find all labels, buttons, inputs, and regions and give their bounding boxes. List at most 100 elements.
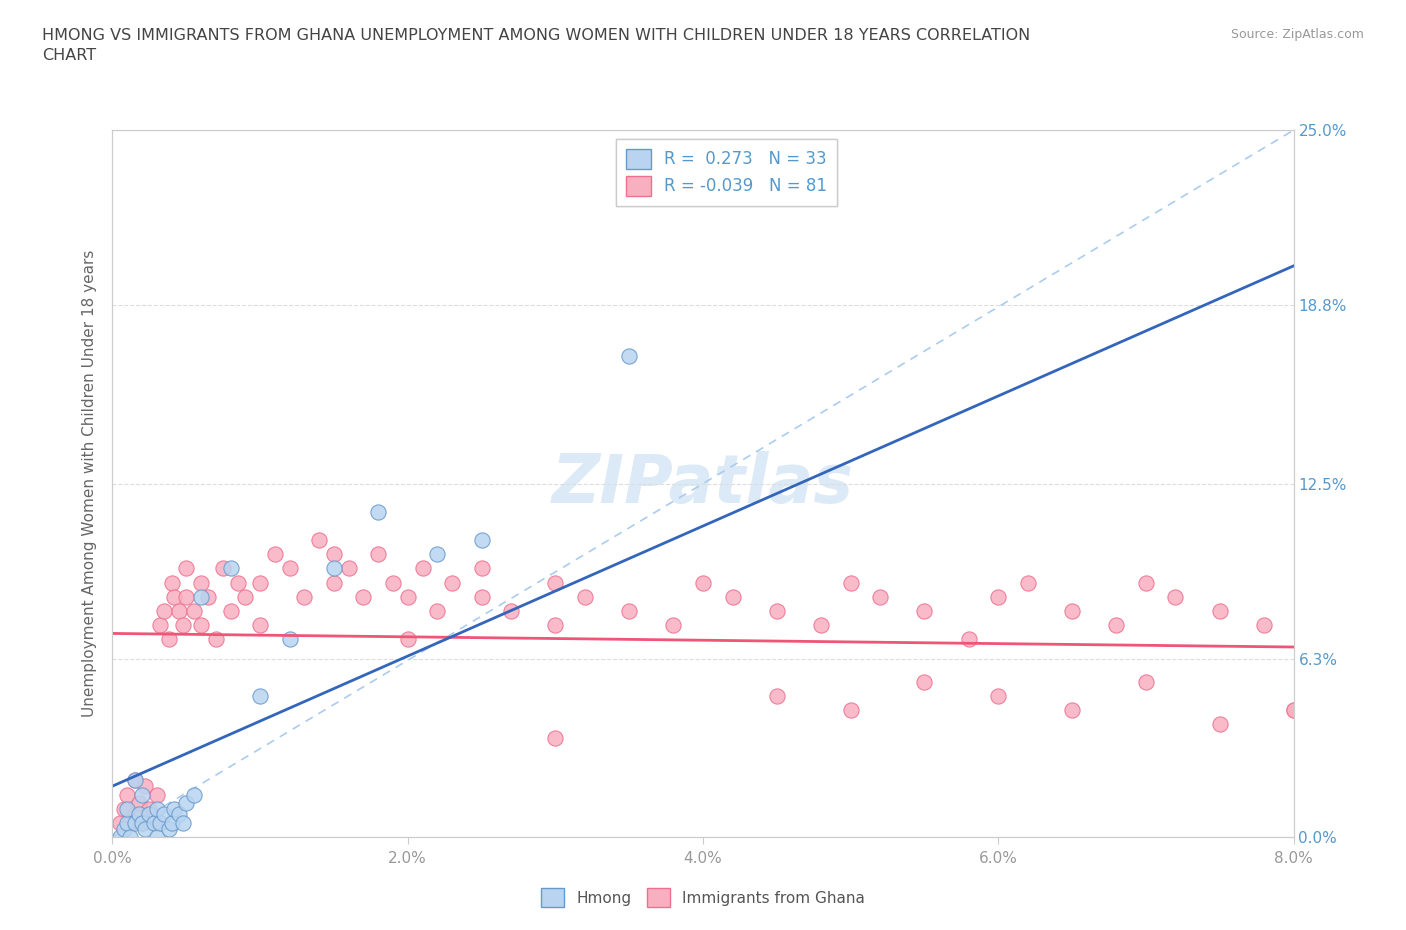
Point — [153, 807, 176, 822]
Point — [153, 604, 176, 618]
Point — [142, 816, 165, 830]
Point — [183, 787, 205, 802]
Point — [426, 547, 449, 562]
Point — [163, 590, 186, 604]
Point — [174, 561, 197, 576]
Point — [1208, 604, 1232, 618]
Point — [869, 590, 891, 604]
Point — [544, 731, 567, 746]
Point — [249, 575, 271, 590]
Point — [112, 821, 135, 836]
Point — [117, 787, 138, 802]
Point — [323, 575, 346, 590]
Point — [381, 575, 405, 590]
Point — [1135, 575, 1157, 590]
Point — [412, 561, 434, 576]
Point — [174, 590, 197, 604]
Point — [212, 561, 235, 576]
Point — [131, 816, 153, 830]
Point — [367, 547, 389, 562]
Point — [128, 796, 150, 811]
Point — [1062, 702, 1084, 717]
Point — [1208, 716, 1232, 731]
Point — [120, 816, 142, 830]
Point — [426, 604, 449, 618]
Point — [163, 802, 186, 817]
Point — [197, 590, 219, 604]
Point — [619, 349, 641, 364]
Point — [233, 590, 256, 604]
Point — [839, 575, 862, 590]
Point — [226, 575, 249, 590]
Point — [131, 816, 153, 830]
Point — [839, 702, 862, 717]
Point — [124, 773, 146, 788]
Point — [134, 778, 156, 793]
Point — [219, 604, 242, 618]
Point — [167, 604, 190, 618]
Point — [112, 802, 135, 817]
Point — [1062, 604, 1084, 618]
Point — [190, 590, 212, 604]
Point — [117, 802, 138, 817]
Point — [914, 674, 936, 689]
Point — [396, 631, 419, 646]
Point — [1017, 575, 1039, 590]
Point — [142, 816, 165, 830]
Point — [249, 688, 271, 703]
Text: ZIPatlas: ZIPatlas — [553, 451, 853, 516]
Point — [470, 561, 494, 576]
Point — [766, 688, 789, 703]
Point — [957, 631, 980, 646]
Point — [323, 547, 346, 562]
Point — [470, 533, 494, 548]
Point — [124, 816, 146, 830]
Point — [120, 830, 142, 844]
Point — [108, 816, 131, 830]
Point — [138, 802, 160, 817]
Point — [1282, 702, 1305, 717]
Point — [810, 618, 832, 632]
Point — [264, 547, 287, 562]
Point — [337, 561, 360, 576]
Point — [249, 618, 271, 632]
Point — [987, 590, 1010, 604]
Point — [128, 807, 150, 822]
Point — [1105, 618, 1128, 632]
Point — [292, 590, 315, 604]
Point — [124, 773, 146, 788]
Point — [766, 604, 789, 618]
Point — [721, 590, 744, 604]
Point — [172, 816, 194, 830]
Y-axis label: Unemployment Among Women with Children Under 18 years: Unemployment Among Women with Children U… — [82, 250, 97, 717]
Point — [278, 631, 301, 646]
Point — [574, 590, 596, 604]
Point — [662, 618, 685, 632]
Point — [619, 604, 641, 618]
Point — [108, 830, 131, 844]
Point — [183, 604, 205, 618]
Text: HMONG VS IMMIGRANTS FROM GHANA UNEMPLOYMENT AMONG WOMEN WITH CHILDREN UNDER 18 Y: HMONG VS IMMIGRANTS FROM GHANA UNEMPLOYM… — [42, 28, 1031, 62]
Point — [692, 575, 714, 590]
Point — [441, 575, 464, 590]
Point — [149, 618, 172, 632]
Point — [167, 807, 190, 822]
Point — [470, 590, 494, 604]
Point — [501, 604, 523, 618]
Point — [117, 816, 138, 830]
Point — [149, 816, 172, 830]
Point — [1253, 618, 1275, 632]
Point — [146, 787, 169, 802]
Legend: Hmong, Immigrants from Ghana: Hmong, Immigrants from Ghana — [536, 883, 870, 913]
Point — [219, 561, 242, 576]
Point — [367, 504, 389, 519]
Point — [138, 807, 160, 822]
Point — [134, 821, 156, 836]
Point — [124, 807, 146, 822]
Point — [1164, 590, 1187, 604]
Point — [146, 830, 169, 844]
Point — [190, 618, 212, 632]
Point — [190, 575, 212, 590]
Point — [396, 590, 419, 604]
Point — [205, 631, 228, 646]
